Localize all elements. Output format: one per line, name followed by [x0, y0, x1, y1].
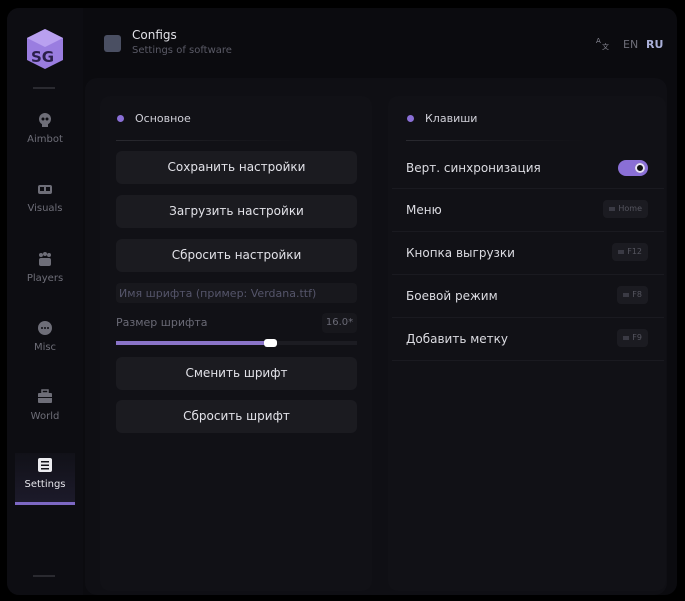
change-font-button[interactable]: Сменить шрифт	[116, 357, 357, 390]
vsync-toggle[interactable]	[618, 160, 648, 176]
font-size-label: Размер шрифта	[116, 316, 208, 329]
section-title: Основное	[135, 112, 191, 125]
sidebar-item-label: Settings	[24, 479, 66, 490]
keyboard-icon	[623, 335, 630, 340]
divider	[406, 140, 586, 141]
divider	[116, 140, 306, 141]
svg-text:A: A	[596, 37, 601, 45]
skull-icon	[39, 113, 51, 127]
slider-handle[interactable]	[264, 339, 278, 347]
sidebar-item-aimbot[interactable]: Aimbot	[15, 108, 75, 160]
keybind-button[interactable]: F12	[612, 243, 648, 261]
section-dot-icon	[117, 115, 124, 122]
section-dot-icon	[407, 115, 414, 122]
keybind-button[interactable]: F8	[617, 286, 648, 304]
users-icon	[39, 252, 51, 266]
sidebar-item-world[interactable]: World	[15, 385, 75, 437]
row-label: Меню	[406, 203, 442, 217]
key-label: F9	[632, 333, 642, 342]
sidebar-item-label: Visuals	[27, 203, 63, 214]
font-size-slider[interactable]	[116, 339, 357, 347]
section-title: Клавиши	[425, 112, 478, 125]
vr-goggles-icon	[38, 185, 52, 194]
chat-bubble-icon	[38, 321, 52, 335]
keybind-row: Кнопка выгрузки F12	[392, 232, 664, 275]
font-name-input[interactable]	[116, 283, 357, 303]
vsync-row: Верт. синхронизация	[392, 146, 664, 189]
translate-icon[interactable]: A文	[596, 36, 610, 50]
keyboard-icon	[623, 292, 630, 297]
sidebar-item-misc[interactable]: Misc	[15, 316, 75, 368]
sidebar-item-label: Misc	[33, 342, 57, 353]
keybind-row: Добавить метку F9	[392, 318, 664, 361]
keyboard-icon	[618, 249, 625, 254]
sidebar-item-settings[interactable]: Settings	[15, 453, 75, 505]
page-subtitle: Settings of software	[132, 45, 232, 56]
lang-en-button[interactable]: EN	[623, 38, 639, 51]
sidebar-item-label: World	[30, 411, 60, 422]
reset-font-button[interactable]: Сбросить шрифт	[116, 400, 357, 433]
key-label: F8	[632, 290, 642, 299]
key-label: Home	[618, 204, 642, 213]
keybind-button[interactable]: F9	[617, 329, 648, 347]
sidebar-item-visuals[interactable]: Visuals	[15, 177, 75, 229]
list-icon	[104, 35, 121, 52]
key-label: F12	[627, 247, 642, 256]
row-label: Добавить метку	[406, 332, 508, 346]
row-label: Верт. синхронизация	[406, 161, 541, 175]
sidebar	[7, 8, 83, 595]
keybind-button[interactable]: Home	[603, 200, 648, 218]
briefcase-icon	[38, 389, 52, 403]
keybind-row: Меню Home	[392, 189, 664, 232]
sidebar-divider	[33, 87, 55, 89]
sidebar-item-players[interactable]: Players	[15, 247, 75, 299]
sidebar-item-label: Aimbot	[27, 134, 63, 145]
list-icon	[38, 458, 52, 472]
reset-settings-button[interactable]: Сбросить настройки	[116, 239, 357, 272]
keyboard-icon	[609, 206, 616, 211]
slider-fill	[116, 341, 271, 345]
font-size-value[interactable]: 16.0*	[322, 313, 357, 333]
logo: SG	[27, 29, 63, 69]
lang-ru-button[interactable]: RU	[646, 38, 664, 51]
sidebar-item-label: Players	[26, 273, 64, 284]
save-settings-button[interactable]: Сохранить настройки	[116, 151, 357, 184]
row-label: Боевой режим	[406, 289, 498, 303]
row-label: Кнопка выгрузки	[406, 246, 515, 260]
page-title: Configs	[132, 28, 177, 42]
svg-text:文: 文	[602, 42, 609, 50]
svg-text:SG: SG	[31, 48, 54, 66]
keybind-row: Боевой режим F8	[392, 275, 664, 318]
load-settings-button[interactable]: Загрузить настройки	[116, 195, 357, 228]
sidebar-divider	[33, 575, 55, 577]
